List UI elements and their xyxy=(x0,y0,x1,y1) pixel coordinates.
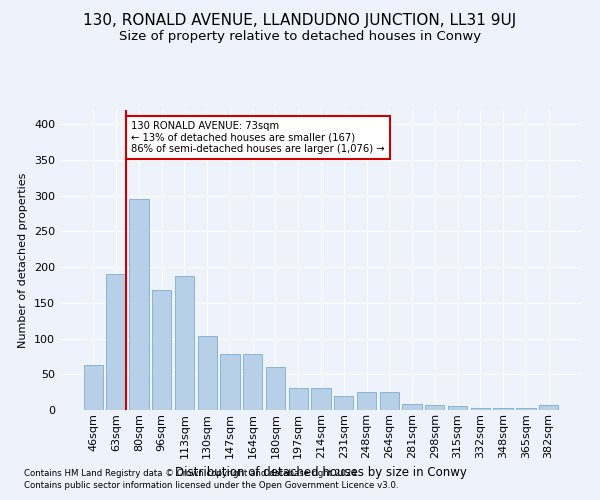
Text: Size of property relative to detached houses in Conwy: Size of property relative to detached ho… xyxy=(119,30,481,43)
Bar xyxy=(470,408,490,410)
Text: Contains HM Land Registry data © Crown copyright and database right 2024.: Contains HM Land Registry data © Crown c… xyxy=(24,468,359,477)
Bar xyxy=(129,200,149,410)
Bar xyxy=(357,392,376,410)
Bar xyxy=(403,404,422,410)
Bar xyxy=(380,392,399,410)
Bar xyxy=(425,405,445,410)
Bar xyxy=(289,388,308,410)
Bar xyxy=(84,365,103,410)
Text: Contains public sector information licensed under the Open Government Licence v3: Contains public sector information licen… xyxy=(24,481,398,490)
Bar xyxy=(152,290,172,410)
Text: 130, RONALD AVENUE, LLANDUDNO JUNCTION, LL31 9UJ: 130, RONALD AVENUE, LLANDUDNO JUNCTION, … xyxy=(83,12,517,28)
X-axis label: Distribution of detached houses by size in Conwy: Distribution of detached houses by size … xyxy=(175,466,467,479)
Bar xyxy=(220,354,239,410)
Bar xyxy=(539,405,558,410)
Bar xyxy=(243,354,262,410)
Bar xyxy=(175,276,194,410)
Bar xyxy=(334,396,353,410)
Bar xyxy=(493,408,513,410)
Bar xyxy=(448,406,467,410)
Y-axis label: Number of detached properties: Number of detached properties xyxy=(19,172,28,348)
Bar xyxy=(311,388,331,410)
Bar xyxy=(266,367,285,410)
Text: 130 RONALD AVENUE: 73sqm
← 13% of detached houses are smaller (167)
86% of semi-: 130 RONALD AVENUE: 73sqm ← 13% of detach… xyxy=(131,120,385,154)
Bar xyxy=(106,274,126,410)
Bar xyxy=(197,336,217,410)
Bar xyxy=(516,408,536,410)
